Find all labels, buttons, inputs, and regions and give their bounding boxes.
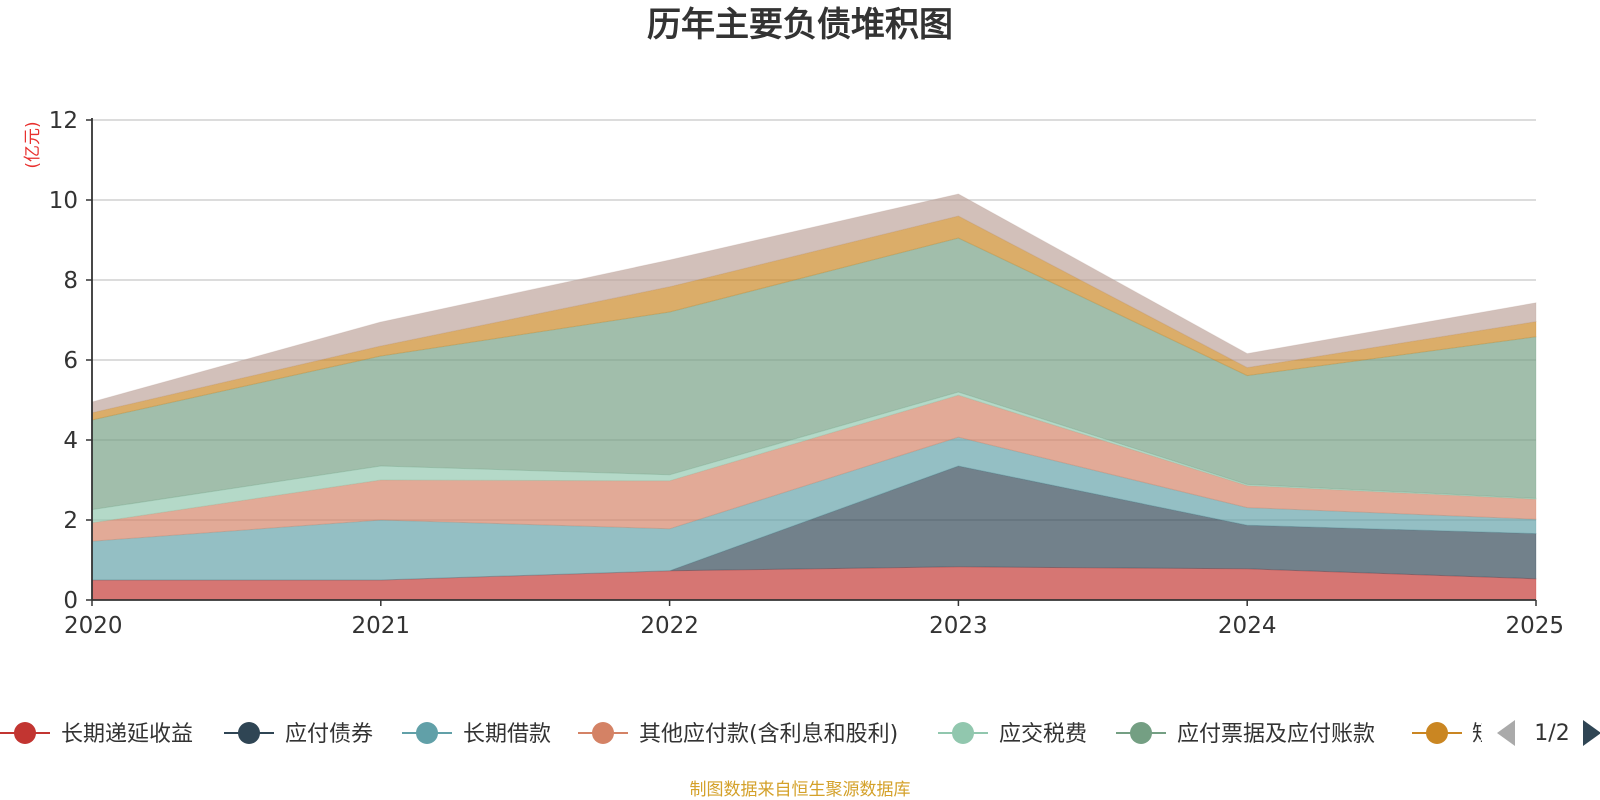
legend-label: 长期借款 <box>463 722 551 747</box>
legend-marker-icon <box>952 722 974 744</box>
legend-item-应交税费[interactable]: 应交税费 <box>938 722 1087 747</box>
legend-item-短期借款[interactable]: 短 <box>1412 722 1494 747</box>
area-series <box>91 193 1537 601</box>
legend-label-truncated: 短 <box>1472 722 1494 747</box>
legend-marker-icon <box>416 722 438 744</box>
legend-label: 长期递延收益 <box>61 722 193 747</box>
legend-item-长期递延收益[interactable]: 长期递延收益 <box>0 722 193 747</box>
chart-title: 历年主要负债堆积图 <box>647 5 953 45</box>
legend-prev-page-icon[interactable] <box>1497 720 1515 746</box>
legend-item-长期借款[interactable]: 长期借款 <box>402 722 551 747</box>
legend: 长期递延收益 应付债券 长期借款 其他应付款(含利息和股利) 应交税费 应付票据及应付账款… <box>0 722 1494 747</box>
legend-marker-icon <box>14 722 36 744</box>
legend-next-page-icon[interactable] <box>1583 720 1600 746</box>
legend-marker-icon <box>592 722 614 744</box>
y-tick-label: 4 <box>63 428 78 454</box>
x-tick-label: 2021 <box>352 613 411 639</box>
legend-label: 应交税费 <box>999 722 1087 747</box>
legend-label: 应付票据及应付账款 <box>1177 722 1375 747</box>
y-tick-label: 10 <box>49 188 78 214</box>
y-tick-label: 8 <box>63 268 78 294</box>
legend-label: 其他应付款(含利息和股利) <box>639 722 898 747</box>
axes: 0 2 4 6 8 10 12 2020 2021 2022 2023 2024 2025 <box>49 108 1564 639</box>
legend-item-应付票据及应付账款[interactable]: 应付票据及应付账款 <box>1116 722 1375 747</box>
legend-page-indicator: 1/2 <box>1534 721 1569 746</box>
y-tick-label: 2 <box>63 508 78 534</box>
legend-marker-icon <box>1426 722 1448 744</box>
x-tick-label: 2023 <box>929 613 988 639</box>
y-tick-label: 12 <box>49 108 78 134</box>
legend-marker-icon <box>1130 722 1152 744</box>
legend-label: 应付债券 <box>285 722 373 747</box>
legend-marker-icon <box>238 722 260 744</box>
data-source-note: 制图数据来自恒生聚源数据库 <box>690 780 911 800</box>
x-tick-label: 2020 <box>64 613 123 639</box>
x-tick-label: 2022 <box>640 613 699 639</box>
y-tick-label: 6 <box>63 348 78 374</box>
y-axis-unit-label: (亿元) <box>23 121 43 168</box>
legend-item-其他应付款(含利息和股利)[interactable]: 其他应付款(含利息和股利) <box>578 722 898 747</box>
area-series-其他[interactable] <box>91 193 1537 414</box>
x-tick-label: 2024 <box>1218 613 1277 639</box>
y-tick-label: 0 <box>63 588 78 614</box>
x-tick-label: 2025 <box>1505 613 1564 639</box>
legend-item-应付债券[interactable]: 应付债券 <box>224 722 373 747</box>
